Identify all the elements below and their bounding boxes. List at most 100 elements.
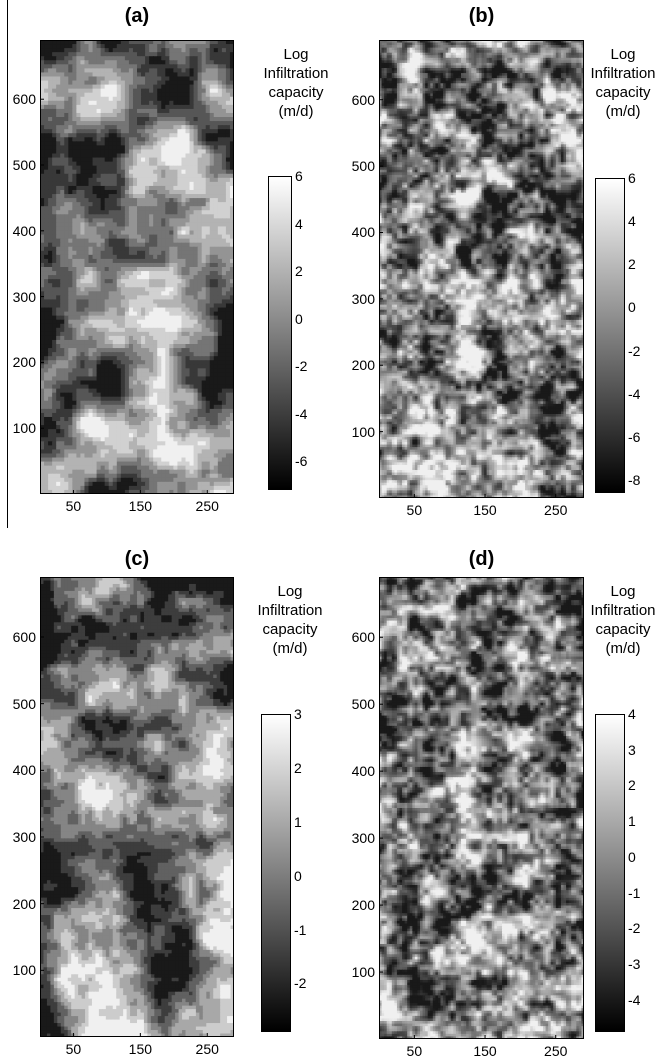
heatmap-cell [205, 416, 211, 422]
heatmap-cell [56, 222, 61, 228]
heatmap-cell [149, 416, 154, 422]
heatmap-cell [181, 222, 187, 228]
heatmap-cell [141, 189, 146, 195]
heatmap-cell [44, 222, 49, 228]
heatmap-cell [149, 412, 154, 418]
heatmap-cell [60, 303, 65, 309]
heatmap-cell [48, 295, 53, 301]
heatmap-cell [84, 165, 90, 171]
heatmap-cell [80, 360, 86, 365]
heatmap-cell [221, 145, 227, 151]
heatmap-cell [96, 449, 102, 455]
heatmap-cell [60, 315, 65, 321]
heatmap-cell [100, 56, 106, 61]
heatmap-cell [76, 104, 82, 110]
heatmap-cell [108, 311, 114, 317]
heatmap-cell [197, 437, 203, 442]
heatmap-cell [137, 222, 142, 228]
heatmap-cell [149, 189, 154, 195]
heatmap-cell [84, 319, 90, 325]
heatmap-cell [52, 250, 57, 256]
heatmap-cell [221, 356, 227, 361]
heatmap-cell [177, 299, 183, 305]
heatmap-cell [80, 445, 86, 451]
heatmap-cell [141, 323, 146, 329]
heatmap-cell [96, 331, 102, 337]
heatmap-cell [124, 214, 130, 219]
heatmap-cell [157, 100, 162, 106]
heatmap-cell [145, 364, 150, 369]
heatmap-cell [145, 453, 150, 459]
heatmap-cell [68, 137, 73, 142]
heatmap-cell [181, 181, 187, 187]
heatmap-cell [149, 84, 154, 90]
heatmap-cell [209, 100, 215, 106]
heatmap-cell [165, 210, 170, 215]
heatmap-cell [149, 449, 154, 455]
heatmap-cell [56, 412, 61, 418]
heatmap-cell [108, 246, 114, 252]
heatmap-cell [44, 214, 49, 219]
heatmap-cell [96, 108, 102, 114]
heatmap-cell [100, 258, 106, 264]
heatmap-cell [84, 189, 90, 195]
heatmap-cell [96, 299, 102, 305]
heatmap-cell [72, 437, 77, 442]
heatmap-cell [44, 129, 49, 134]
heatmap-cell [173, 44, 179, 49]
heatmap-cell [52, 76, 57, 82]
heatmap-cell [72, 335, 77, 341]
heatmap-cell [149, 376, 154, 382]
heatmap-cell [157, 104, 162, 110]
heatmap-cell [40, 433, 45, 438]
heatmap-cell [205, 368, 211, 373]
heatmap-cell [169, 137, 174, 142]
heatmap-cell [141, 384, 146, 390]
heatmap-cell [173, 396, 179, 402]
heatmap-cell [153, 250, 158, 256]
heatmap-cell [60, 400, 65, 406]
heatmap-cell [181, 68, 187, 74]
heatmap-cell [84, 311, 90, 317]
heatmap-cell [177, 404, 183, 410]
heatmap-cell [185, 88, 191, 94]
heatmap-cell [157, 108, 162, 114]
heatmap-cell [165, 356, 170, 361]
heatmap-cell [132, 96, 138, 102]
heatmap-cell [116, 388, 122, 394]
heatmap-cell [128, 80, 134, 86]
heatmap-cell [161, 360, 166, 365]
heatmap-cell [149, 445, 154, 451]
heatmap-cell [100, 92, 106, 98]
heatmap-cell [52, 194, 57, 199]
heatmap-cell [44, 60, 49, 65]
heatmap-cell [217, 157, 223, 163]
heatmap-cell [108, 129, 114, 134]
heatmap-cell [221, 396, 227, 402]
heatmap-cell [120, 384, 126, 390]
heatmap-cell [177, 250, 183, 256]
heatmap-cell [44, 307, 49, 313]
heatmap-cell [221, 234, 227, 240]
heatmap-cell [112, 133, 118, 138]
heatmap-cell [209, 396, 215, 402]
heatmap-cell [201, 185, 207, 191]
heatmap-cell [153, 72, 158, 78]
heatmap-cell [120, 214, 126, 219]
heatmap-cell [68, 149, 73, 155]
heatmap-cell [44, 311, 49, 317]
heatmap-cell [92, 92, 98, 98]
heatmap-cell [177, 380, 183, 386]
heatmap-cell [229, 121, 234, 126]
heatmap-cell [189, 52, 195, 57]
heatmap-cell [48, 40, 53, 45]
heatmap-cell [193, 161, 199, 167]
heatmap-cell [108, 230, 114, 236]
heatmap-cell [132, 52, 138, 57]
heatmap-cell [221, 372, 227, 378]
heatmap-cell [201, 364, 207, 369]
heatmap-cell [165, 364, 170, 369]
heatmap-cell [221, 226, 227, 232]
heatmap-cell [173, 303, 179, 309]
heatmap-cell [137, 60, 142, 65]
